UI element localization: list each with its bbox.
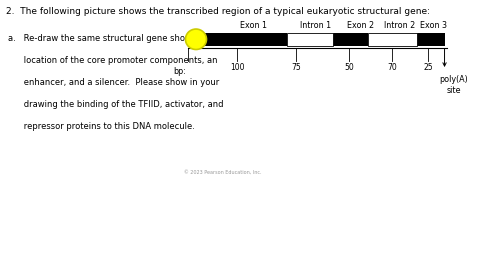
Bar: [333, 33, 368, 46]
Text: 70: 70: [387, 63, 397, 72]
Text: Exon 1: Exon 1: [240, 21, 267, 30]
Bar: [368, 33, 417, 46]
Text: Intron 1: Intron 1: [300, 21, 332, 30]
Text: a.   Re-draw the same structural gene showing the: a. Re-draw the same structural gene show…: [8, 34, 221, 43]
Text: © 2023 Pearson Education, Inc.: © 2023 Pearson Education, Inc.: [184, 169, 261, 175]
Ellipse shape: [185, 29, 206, 49]
Text: bp:: bp:: [174, 67, 186, 76]
Text: Exon 3: Exon 3: [420, 21, 447, 30]
Text: enhancer, and a silencer.  Please show in your: enhancer, and a silencer. Please show in…: [8, 78, 219, 87]
Text: drawing the binding of the TFIID, activator, and: drawing the binding of the TFIID, activa…: [8, 100, 223, 109]
Text: Intron 2: Intron 2: [384, 21, 415, 30]
Text: 50: 50: [344, 63, 354, 72]
Bar: [287, 33, 333, 46]
Bar: [417, 33, 445, 46]
Text: repressor proteins to this DNA molecule.: repressor proteins to this DNA molecule.: [8, 122, 195, 131]
Text: 100: 100: [230, 63, 244, 72]
Text: location of the core promoter components, an: location of the core promoter components…: [8, 56, 217, 65]
Text: poly(A)
site: poly(A) site: [440, 75, 468, 95]
Text: 2.  The following picture shows the transcribed region of a typical eukaryotic s: 2. The following picture shows the trans…: [6, 7, 430, 16]
Text: 25: 25: [424, 63, 433, 72]
Text: Exon 2: Exon 2: [348, 21, 374, 30]
Bar: [188, 33, 287, 46]
Text: 75: 75: [292, 63, 301, 72]
